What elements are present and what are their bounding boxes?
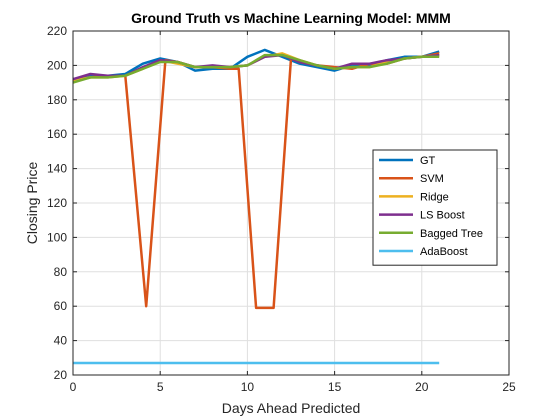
legend-label-bagged-tree: Bagged Tree [420,228,483,240]
series-layer [72,48,440,365]
y-axis-label: Closing Price [24,162,40,245]
y-tick-label: 20 [54,368,68,382]
x-tick-label: 15 [328,380,342,394]
tick-labels: 0 5 10 15 20 25 20 40 60 80 100 120 140 160 180 200 220 [47,24,516,394]
chart-title: Ground Truth vs Machine Learning Model: … [131,10,451,26]
x-axis-label: Days Ahead Predicted [222,400,361,416]
y-tick-label: 100 [47,230,67,244]
y-tick-label: 60 [54,299,68,313]
series-line-bagged-tree [72,53,440,84]
legend-box [372,149,498,266]
y-tick-label: 40 [54,334,68,348]
x-tick-label: 10 [241,380,255,394]
axes [72,30,510,376]
legend-label-adaboost: AdaBoost [420,246,468,258]
axes-box [72,30,510,376]
x-tick-label: 25 [502,380,516,394]
y-tick-label: 220 [47,24,67,38]
y-tick-label: 200 [47,58,67,72]
legend-label-ridge: Ridge [420,191,449,203]
legend-label-svm: SVM [420,173,444,185]
y-tick-label: 180 [47,93,67,107]
x-tick-label: 5 [157,380,164,394]
y-tick-label: 80 [54,265,68,279]
legend-label-ls-boost: LS Boost [420,210,465,222]
legend: GT SVM Ridge LS Boost Bagged Tree AdaBoost [372,149,498,266]
y-tick-label: 140 [47,162,67,176]
x-tick-label: 0 [70,380,77,394]
x-tick-label: 20 [415,380,429,394]
legend-label-gt: GT [420,155,436,167]
y-tick-label: 120 [47,196,67,210]
y-tick-label: 160 [47,127,67,141]
